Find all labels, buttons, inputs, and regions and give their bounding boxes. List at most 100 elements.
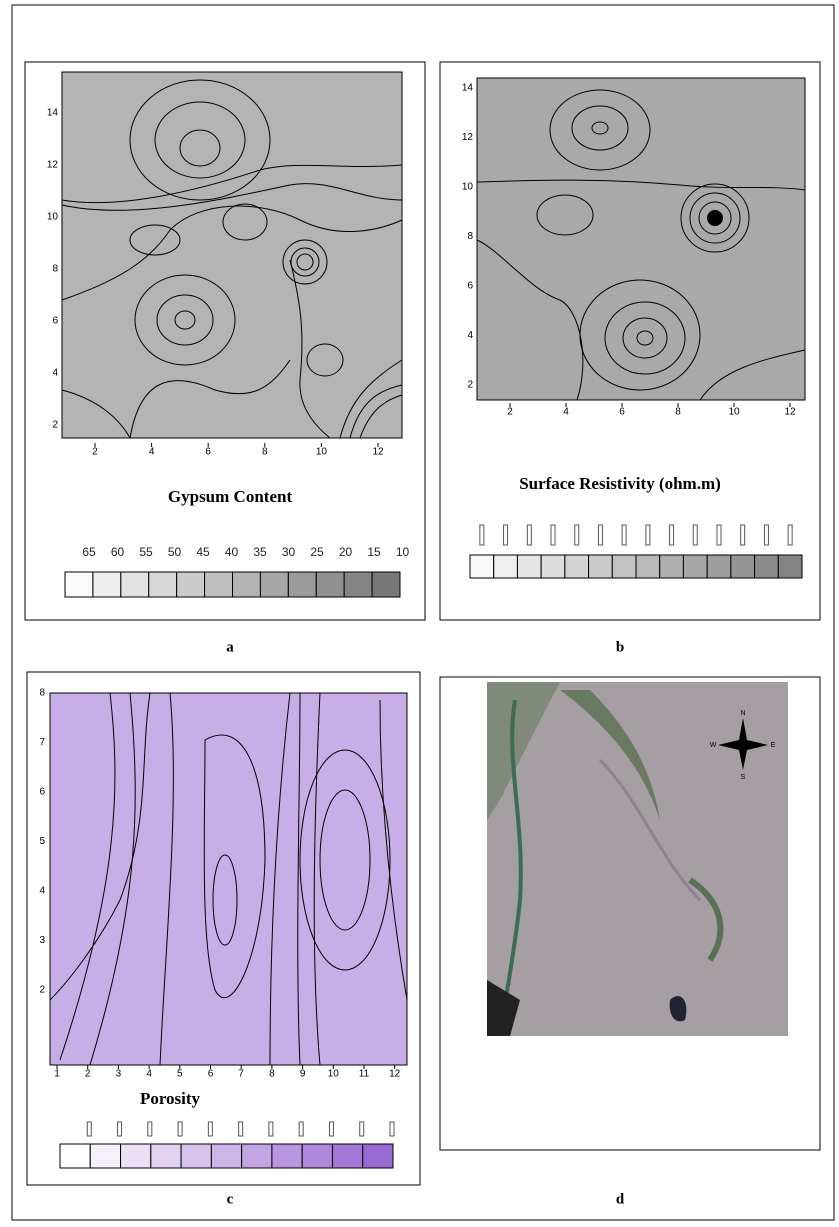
legend-c: [59, 1121, 395, 1169]
legend-mark: [550, 524, 556, 546]
legend-mark: [787, 524, 793, 546]
legend-swatch: [493, 554, 518, 579]
y-tick-label: 4: [467, 330, 473, 341]
legend-swatch: [706, 554, 732, 579]
panel-title: Gypsum Content: [168, 487, 293, 506]
x-tick-label: 4: [563, 407, 569, 418]
legend-a: 65 60 55 50 45 40 35 30 25 20 15 10: [64, 545, 410, 598]
legend-swatch: [204, 571, 233, 598]
legend-label: 60: [111, 545, 125, 559]
legend-swatch: [287, 571, 317, 598]
panel-c-frame: [26, 671, 421, 1186]
x-tick-label: 6: [208, 1069, 214, 1080]
legend-swatch: [271, 1143, 303, 1169]
compass-letter: S: [741, 774, 746, 781]
y-tick-label: 10: [462, 182, 474, 193]
legend-swatch: [120, 1143, 152, 1169]
legend-swatch: [730, 554, 756, 579]
y-tick-label: 6: [467, 281, 473, 292]
satellite-image: [487, 682, 788, 1037]
compass-letter: N: [740, 710, 745, 717]
legend-label: 10: [396, 545, 410, 559]
x-tick-label: 8: [675, 407, 681, 418]
legend-mark: [621, 524, 627, 546]
panel-label: d: [616, 1191, 625, 1207]
x-tick-label: 10: [728, 407, 740, 418]
legend-swatch: [588, 554, 613, 579]
x-tick-label: 9: [300, 1069, 306, 1080]
legend-swatch: [259, 571, 289, 598]
legend-swatch: [659, 554, 684, 579]
legend-label: 30: [282, 545, 296, 559]
legend-mark: [147, 1121, 153, 1137]
legend-mark: [763, 524, 769, 546]
legend-swatch: [635, 554, 661, 579]
legend-label: 55: [139, 545, 153, 559]
legend-swatch: [564, 554, 590, 579]
legend-mark: [328, 1121, 334, 1137]
legend-swatch: [120, 571, 150, 598]
legend-swatch: [301, 1143, 333, 1169]
contour-map-b: [476, 77, 806, 401]
legend-swatch: [92, 571, 122, 598]
legend-mark: [526, 524, 532, 546]
legend-mark: [238, 1121, 244, 1137]
panel-label: c: [227, 1191, 234, 1207]
contour-map-a: [61, 71, 403, 439]
legend-swatch: [241, 1143, 273, 1169]
x-tick-label: 12: [389, 1069, 401, 1080]
y-tick-label: 4: [52, 368, 58, 379]
legend-mark: [645, 524, 651, 546]
legend-swatch: [469, 554, 495, 579]
x-tick-label: 2: [507, 407, 513, 418]
x-tick-label: 12: [784, 407, 796, 418]
legend-swatch: [150, 1143, 182, 1169]
panel-label: a: [226, 639, 234, 655]
legend-mark: [597, 524, 603, 546]
compass: N E S W: [710, 710, 776, 781]
panel-title: Surface Resistivity (ohm.m): [519, 474, 721, 493]
panel-d-frame: [439, 676, 821, 1151]
legend-swatch: [89, 1143, 122, 1169]
legend-swatch: [148, 571, 178, 598]
legend-mark: [669, 524, 675, 546]
x-tick-label: 3: [116, 1069, 122, 1080]
compass-letter: E: [771, 742, 776, 749]
x-tick-label: 5: [177, 1069, 183, 1080]
legend-swatch: [777, 554, 803, 579]
panel-title: Porosity: [140, 1089, 201, 1108]
legend-mark: [268, 1121, 274, 1137]
legend-mark: [389, 1121, 395, 1137]
legend-label: 65: [82, 545, 96, 559]
y-tick-label: 2: [52, 420, 58, 431]
x-tick-label: 6: [205, 447, 211, 458]
compass-letter: W: [710, 742, 717, 749]
legend-label: 25: [310, 545, 324, 559]
legend-mark: [117, 1121, 123, 1137]
legend-label: 45: [196, 545, 210, 559]
legend-label: 20: [339, 545, 353, 559]
legend-swatch: [180, 1143, 212, 1169]
x-tick-label: 1: [54, 1069, 60, 1080]
legend-mark: [298, 1121, 304, 1137]
legend-mark: [503, 524, 509, 546]
panel-a-frame: [24, 61, 426, 621]
panel-label: b: [616, 639, 624, 655]
legend-mark: [574, 524, 580, 546]
legend-b: [469, 524, 803, 579]
y-tick-label: 2: [467, 380, 473, 391]
y-tick-label: 8: [467, 231, 473, 242]
y-tick-label: 8: [39, 688, 45, 699]
x-tick-label: 6: [619, 407, 625, 418]
legend-mark: [177, 1121, 183, 1137]
legend-swatch: [371, 571, 401, 598]
legend-mark: [479, 524, 485, 546]
x-tick-label: 4: [146, 1069, 152, 1080]
legend-mark: [207, 1121, 213, 1137]
x-tick-label: 2: [92, 447, 98, 458]
contour-map-c: [49, 692, 408, 1066]
x-tick-label: 7: [238, 1069, 244, 1080]
legend-label: 40: [225, 545, 239, 559]
legend-swatch: [176, 571, 206, 598]
